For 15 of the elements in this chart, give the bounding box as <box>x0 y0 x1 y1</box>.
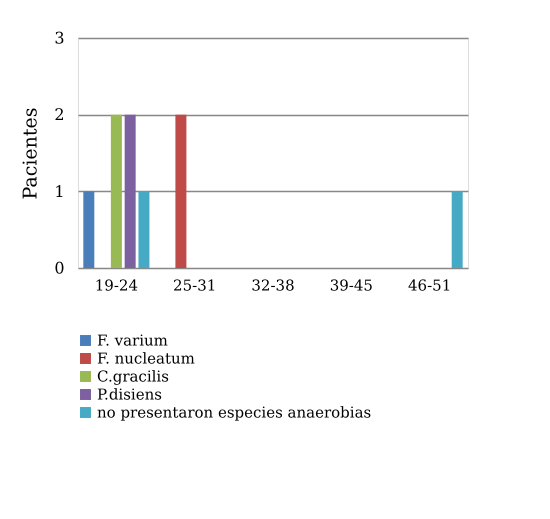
y-tick-label: 2 <box>54 105 64 124</box>
x-tick-label: 39-45 <box>330 276 373 294</box>
legend-label: C.gracilis <box>97 368 169 386</box>
y-tick-label: 0 <box>54 258 64 278</box>
legend-label: no presentaron especies anaerobias <box>97 404 372 422</box>
x-tick-label: 46-51 <box>408 276 452 294</box>
legend-label: F. varium <box>97 332 168 350</box>
legend-label: F. nucleatum <box>97 350 195 368</box>
y-tick-label: 3 <box>54 28 64 48</box>
legend-label: P.disiens <box>97 386 162 404</box>
x-tick-label: 25-31 <box>173 276 216 294</box>
y-axis-title: Pacientes <box>19 107 42 200</box>
y-tick-label: 1 <box>54 182 64 201</box>
x-tick-label: 32-38 <box>251 276 295 294</box>
x-tick-label: 19-24 <box>94 276 138 294</box>
